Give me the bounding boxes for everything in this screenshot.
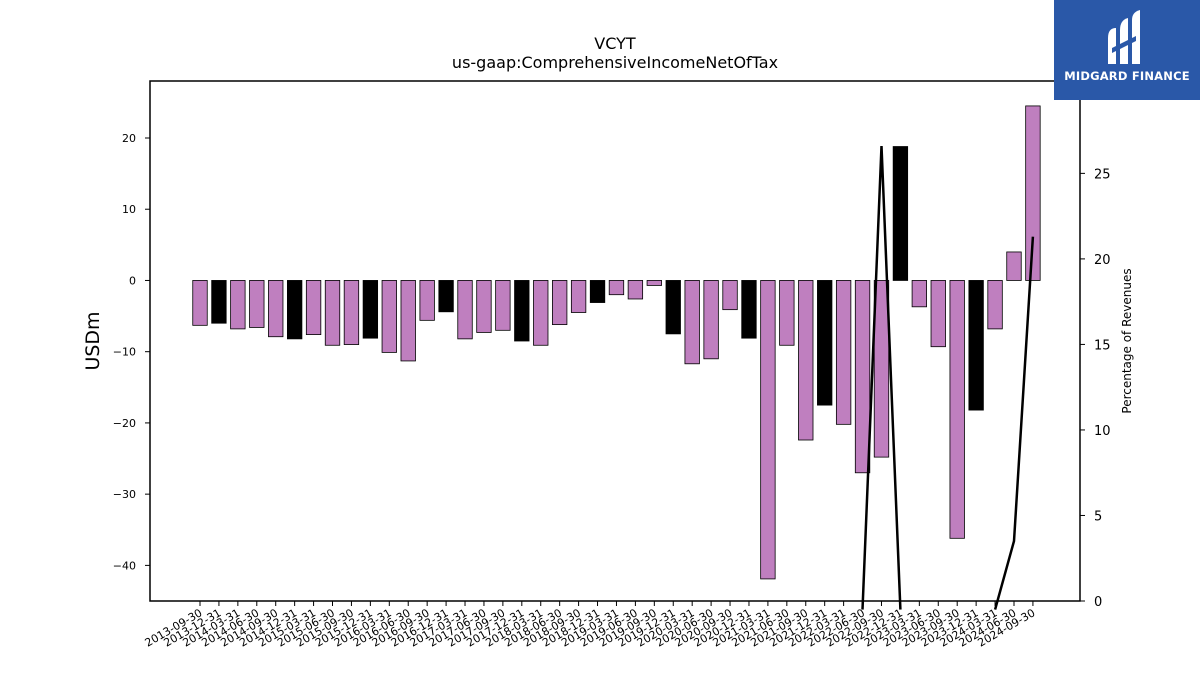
bar-2024-06-30 — [1006, 251, 1022, 281]
bar-2018-09-30 — [570, 280, 587, 313]
bar-2023-06-30 — [930, 280, 946, 348]
bars-group — [192, 105, 1041, 580]
bar-2018-03-31 — [533, 280, 549, 346]
bar-2015-12-31 — [362, 280, 379, 339]
bar-2020-12-31 — [741, 280, 757, 339]
y2-tick-label: 10 — [1094, 424, 1111, 439]
plot-frame — [149, 80, 1081, 602]
bar-2014-06-30 — [249, 280, 265, 328]
bar-2023-03-31 — [911, 280, 927, 308]
y-tick-label: 10 — [122, 203, 136, 216]
bar-2017-03-31 — [457, 280, 473, 340]
bar-2021-06-30 — [779, 280, 795, 346]
midgard-finance-logo: MIDGARD FINANCE — [1054, 0, 1200, 100]
y-tick-label: −40 — [113, 559, 136, 572]
bar-2014-09-30 — [268, 280, 284, 338]
bar-2024-03-31 — [987, 280, 1003, 330]
bar-2014-12-31 — [286, 280, 303, 340]
bar-2021-12-31 — [817, 280, 833, 406]
bar-2016-09-30 — [419, 280, 435, 321]
logo-text: MIDGARD FINANCE — [1064, 69, 1190, 83]
bar-2023-09-30 — [949, 280, 965, 539]
chart-title: VCYT — [594, 34, 636, 53]
revenue-pct-line-segment-2 — [993, 236, 1035, 610]
y-axis-label: USDm — [82, 311, 104, 370]
bar-2024-09-30 — [1025, 105, 1041, 281]
bar-2022-09-30 — [873, 280, 890, 458]
bar-2020-09-30 — [722, 280, 738, 311]
bar-2021-09-30 — [798, 280, 814, 441]
y2-tick-label: 25 — [1094, 167, 1111, 182]
bar-2022-12-31 — [892, 146, 909, 281]
bar-2022-06-30 — [854, 280, 871, 474]
y-tick-label: 20 — [122, 132, 136, 145]
revenue-pct-line-group — [861, 145, 1035, 610]
bar-2015-06-30 — [324, 280, 341, 346]
bar-2020-06-30 — [703, 280, 719, 360]
y-tick-label: −10 — [113, 346, 136, 359]
y-tick-label: −30 — [113, 488, 136, 501]
bar-2017-09-30 — [495, 280, 511, 331]
y2-tick-label: 5 — [1094, 509, 1102, 524]
bar-2019-12-31 — [665, 280, 681, 335]
chart-subtitle: us-gaap:ComprehensiveIncomeNetOfTax — [452, 53, 778, 72]
y-tick-label: 0 — [129, 274, 136, 287]
bar-2013-12-31 — [211, 280, 227, 324]
axes-group: −40−30−20−100102005101520252013-09-30201… — [113, 80, 1111, 650]
bar-2015-03-31 — [305, 280, 322, 335]
bar-2013-09-30 — [192, 280, 208, 326]
bar-2017-12-31 — [514, 280, 530, 342]
bar-2015-09-30 — [343, 280, 360, 345]
bar-2019-06-30 — [627, 280, 644, 300]
bar-2014-03-31 — [230, 280, 246, 330]
bar-2016-03-31 — [381, 280, 397, 353]
logo-mark-icon — [1108, 10, 1140, 64]
revenue-pct-line-segment-1 — [861, 145, 902, 610]
y2-tick-label: 0 — [1094, 595, 1102, 610]
y-tick-label: −20 — [113, 417, 136, 430]
bar-2016-06-30 — [400, 280, 416, 362]
y2-tick-label: 20 — [1094, 253, 1111, 268]
bar-2019-03-31 — [608, 280, 625, 296]
bar-2016-12-31 — [438, 280, 454, 313]
bar-2017-06-30 — [476, 280, 492, 333]
bar-2019-09-30 — [646, 280, 662, 286]
y2-tick-label: 15 — [1094, 338, 1111, 353]
y2-axis-label: Percentage of Revenues — [1120, 268, 1134, 413]
bar-2018-06-30 — [552, 280, 568, 326]
bar-2021-03-31 — [760, 280, 776, 580]
bar-2018-12-31 — [589, 280, 606, 303]
bar-2023-12-31 — [968, 280, 984, 411]
bar-2020-03-31 — [684, 280, 700, 365]
bar-2022-03-31 — [835, 280, 852, 425]
